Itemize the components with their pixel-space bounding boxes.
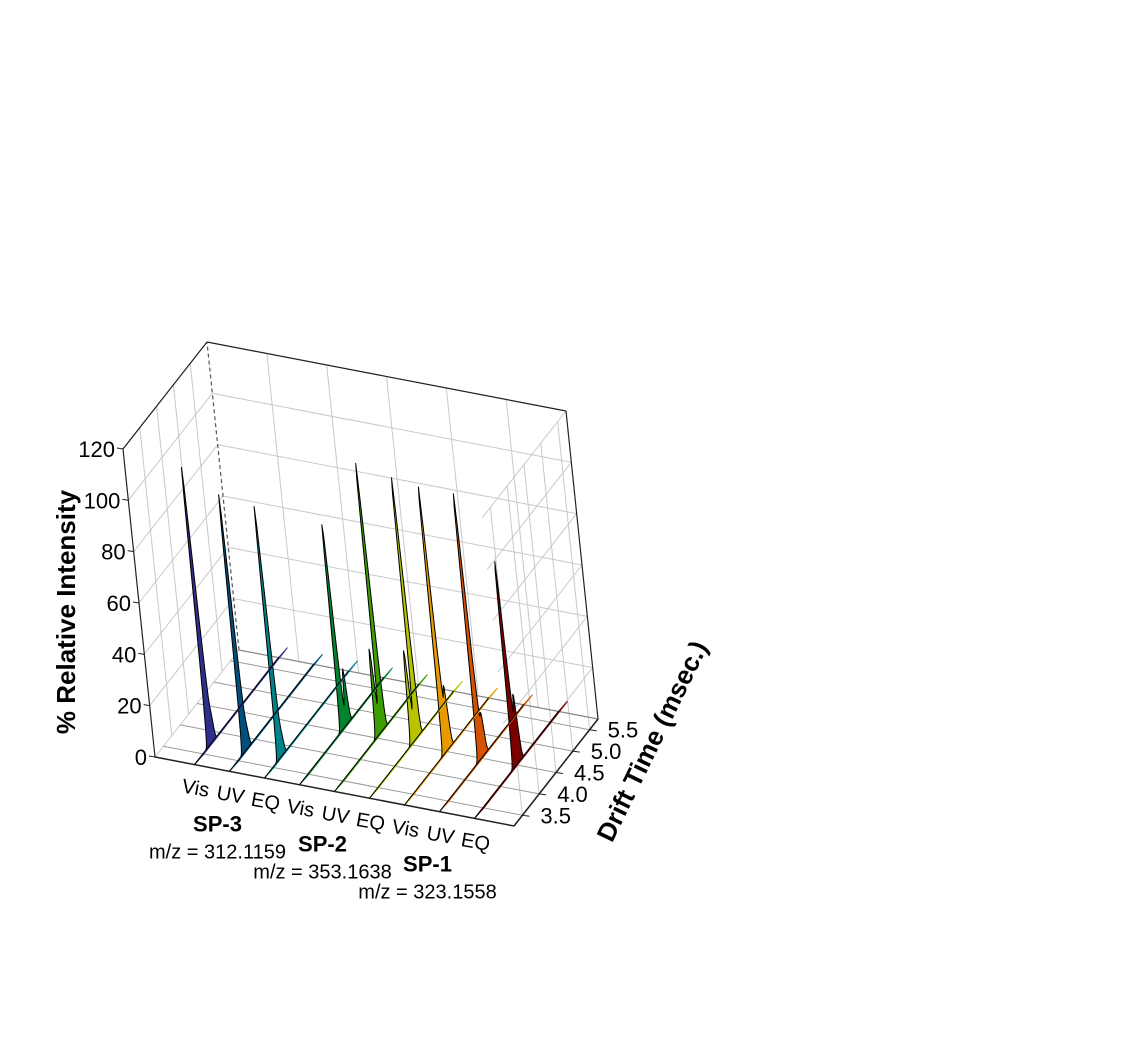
box-edge — [206, 341, 240, 651]
ridge-series — [299, 524, 384, 786]
group-name-label: SP-2 — [298, 832, 347, 857]
ridge-series — [474, 561, 559, 819]
left-wall-gridline — [127, 393, 213, 501]
intensity-tick — [116, 447, 124, 450]
group-mz-label: m/z = 353.1638 — [253, 862, 391, 884]
drift-time-tick-label: 5.0 — [591, 739, 622, 764]
left-wall-vertical-gridline — [189, 363, 223, 672]
back-wall-vertical-gridline — [505, 399, 539, 708]
intensity-tick-label: 60 — [107, 591, 131, 616]
back-wall-vertical-gridline — [326, 364, 360, 674]
box-edge — [206, 341, 567, 412]
intensity-tick — [127, 550, 134, 553]
back-wall-vertical-gridline — [445, 387, 479, 697]
left-wall-gridline — [138, 495, 224, 604]
intensity-axis-title: % Relative Intensity — [51, 489, 81, 734]
group-mz-label: m/z = 312.1159 — [149, 841, 286, 863]
intensity-tick-label: 100 — [84, 488, 121, 513]
condition-label: Vis — [180, 775, 211, 801]
drift-time-tick — [522, 814, 530, 817]
left-wall-gridline — [149, 598, 235, 706]
ridge-series — [334, 462, 419, 792]
drift-time-tick-label: 4.0 — [557, 782, 588, 807]
left-wall-vertical-gridline — [139, 427, 173, 736]
intensity-tick-label: 120 — [78, 437, 115, 462]
drift-time-axis: 3.54.04.55.05.5 — [522, 718, 639, 828]
condition-label: EQ — [249, 789, 281, 816]
drift-time-tick — [572, 750, 580, 753]
condition-labels: Vis UV EQ Vis UV EQ Vis UV EQ — [180, 775, 492, 855]
group-labels: SP-3 m/z = 312.1159 SP-2 m/z = 353.1638 SP-1… — [149, 811, 497, 903]
intensity-tick — [122, 498, 129, 501]
box-edge — [565, 410, 599, 720]
right-wall-gridline — [540, 443, 574, 752]
intensity-axis: 0 20 40 60 80 100 120 — [78, 437, 156, 770]
intensity-tick-label: 40 — [112, 642, 136, 667]
condition-label: Vis — [390, 816, 421, 842]
right-wall-gridline — [557, 421, 591, 730]
condition-label: Vis — [285, 796, 316, 822]
condition-label: EQ — [354, 809, 386, 836]
drift-time-tick-label: 4.5 — [574, 761, 605, 786]
ridge-series — [404, 486, 489, 806]
intensity-tick — [138, 652, 145, 655]
group-name-label: SP-3 — [193, 811, 242, 836]
condition-label: UV — [425, 823, 457, 850]
intensity-tick-label: 20 — [117, 694, 141, 719]
left-wall-gridline — [143, 547, 229, 655]
group-name-label: SP-1 — [403, 852, 452, 877]
intensity-tick — [148, 755, 156, 758]
intensity-tick — [132, 601, 140, 604]
drift-time-tick — [555, 772, 564, 774]
ridge-series — [439, 493, 524, 813]
condition-label: UV — [320, 802, 352, 829]
drift-time-tick-label: 5.5 — [608, 718, 639, 743]
condition-label: EQ — [459, 829, 491, 856]
box-edge — [122, 341, 208, 450]
back-wall-vertical-gridline — [266, 353, 300, 662]
drift-time-tick — [539, 793, 547, 796]
drift-time-tick-label: 3.5 — [540, 803, 571, 828]
intensity-tick-label: 80 — [101, 540, 125, 565]
left-wall-gridline — [133, 444, 219, 552]
ridge-series — [180, 466, 279, 766]
ridges — [180, 462, 568, 819]
back-wall-vertical-gridline — [386, 376, 419, 685]
intensity-tick — [143, 704, 150, 707]
group-mz-label: m/z = 323.1558 — [358, 882, 496, 904]
intensity-tick-label: 0 — [135, 745, 147, 770]
condition-label: UV — [215, 782, 247, 809]
ridge-series — [218, 494, 314, 772]
left-wall-vertical-gridline — [156, 406, 190, 715]
drift-time-tick — [589, 729, 597, 732]
